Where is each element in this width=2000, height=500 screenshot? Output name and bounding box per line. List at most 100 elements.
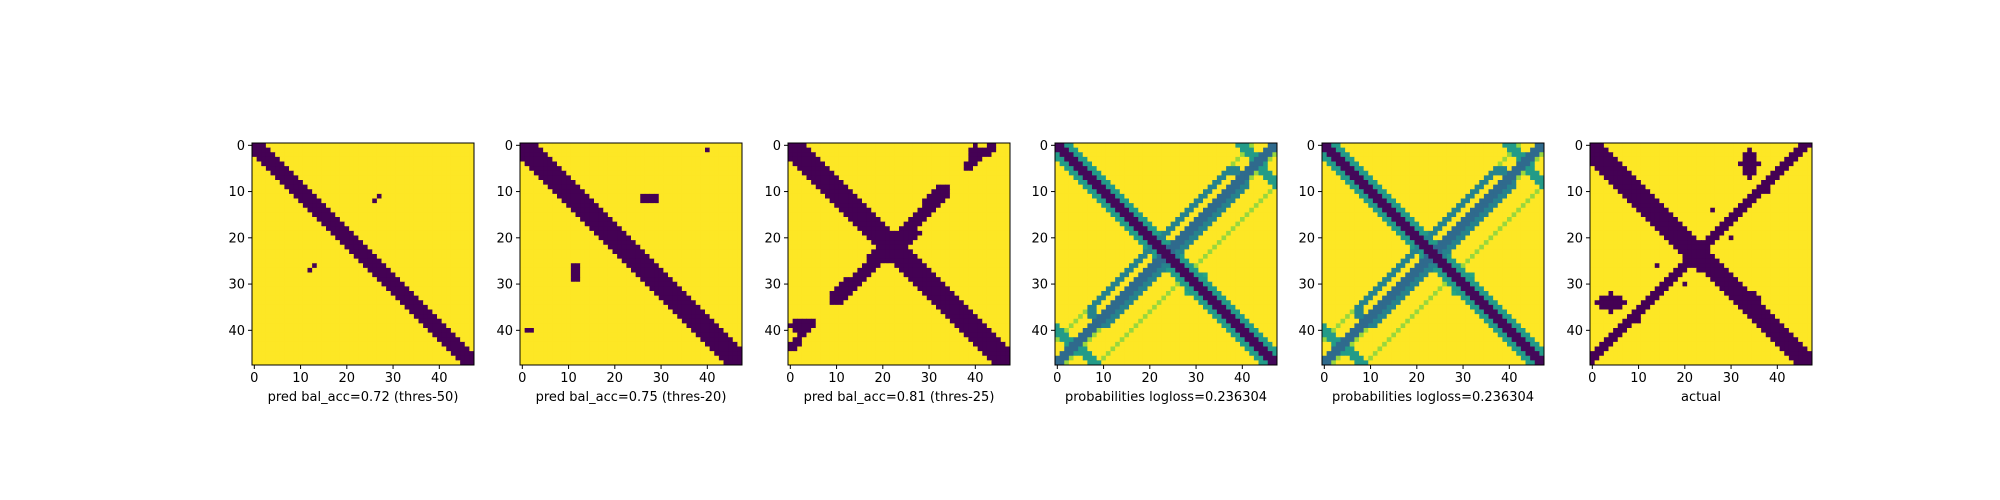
heatmap-cell — [525, 231, 530, 236]
heatmap-cell — [654, 194, 659, 199]
heatmap-cell — [562, 208, 567, 213]
heatmap-cell — [566, 259, 571, 264]
heatmap-cell — [377, 347, 382, 352]
heatmap-cell — [659, 296, 664, 301]
heatmap-cell — [456, 310, 461, 315]
heatmap-cell — [687, 148, 692, 153]
heatmap-cell — [562, 273, 567, 278]
heatmap-cell — [405, 175, 410, 180]
heatmap-cell — [603, 259, 608, 264]
heatmap-cell — [432, 208, 437, 213]
heatmap-cell — [525, 254, 530, 259]
heatmap-cell — [691, 194, 696, 199]
heatmap-cell — [539, 245, 544, 250]
heatmap-cell — [354, 171, 359, 176]
heatmap-cell — [432, 268, 437, 273]
heatmap-cell — [349, 226, 354, 231]
heatmap-cell — [714, 282, 719, 287]
heatmap-cell — [275, 203, 280, 208]
heatmap-cell — [557, 314, 562, 319]
heatmap-cell — [968, 166, 973, 171]
heatmap-cell — [456, 347, 461, 352]
heatmap-cell — [700, 305, 705, 310]
heatmap-cell — [261, 171, 266, 176]
heatmap-cell — [382, 314, 387, 319]
heatmap-cell — [284, 282, 289, 287]
heatmap-cell — [280, 351, 285, 356]
heatmap-cell — [386, 259, 391, 264]
heatmap-cell — [419, 245, 424, 250]
heatmap-cell — [894, 157, 899, 162]
heatmap-cell — [710, 143, 715, 148]
heatmap-cell — [377, 259, 382, 264]
heatmap-cell — [372, 203, 377, 208]
heatmap-cell — [363, 236, 368, 241]
heatmap-cell — [566, 254, 571, 259]
heatmap-cell — [395, 222, 400, 227]
heatmap-cell — [589, 185, 594, 190]
heatmap-cell — [691, 300, 696, 305]
heatmap-cell — [340, 319, 345, 324]
heatmap-cell — [368, 152, 373, 157]
heatmap-cell — [331, 342, 336, 347]
heatmap-cell — [576, 185, 581, 190]
heatmap-cell — [696, 175, 701, 180]
heatmap-cell — [331, 208, 336, 213]
heatmap-cell — [382, 236, 387, 241]
heatmap-cell — [724, 268, 729, 273]
heatmap-cell — [719, 194, 724, 199]
heatmap-cell — [636, 199, 641, 204]
heatmap-cell — [308, 249, 313, 254]
heatmap-cell — [589, 194, 594, 199]
heatmap-cell — [663, 222, 668, 227]
heatmap-cell — [539, 148, 544, 153]
heatmap-cell — [580, 356, 585, 361]
heatmap-cell — [391, 351, 396, 356]
heatmap-cell — [257, 300, 262, 305]
heatmap-cell — [548, 189, 553, 194]
heatmap-cell — [520, 249, 525, 254]
heatmap-cell — [326, 194, 331, 199]
heatmap-cell — [377, 282, 382, 287]
heatmap-cell — [340, 254, 345, 259]
heatmap-cell — [705, 273, 710, 278]
heatmap-cell — [673, 148, 678, 153]
heatmap-cell — [382, 162, 387, 167]
heatmap-cell — [317, 226, 322, 231]
heatmap-cell — [719, 226, 724, 231]
heatmap-cell — [363, 171, 368, 176]
heatmap-cell — [275, 347, 280, 352]
heatmap-cell — [271, 148, 276, 153]
heatmap-cell — [451, 231, 456, 236]
heatmap-cell — [659, 199, 664, 204]
heatmap-cell — [460, 356, 465, 361]
heatmap-cell — [257, 208, 262, 213]
heatmap-cell — [580, 263, 585, 268]
heatmap-cell — [1001, 148, 1006, 153]
heatmap-cell — [525, 351, 530, 356]
heatmap-cell — [844, 162, 849, 167]
heatmap-cell — [696, 273, 701, 278]
heatmap-cell — [275, 217, 280, 222]
heatmap-cell — [409, 217, 414, 222]
heatmap-cell — [710, 236, 715, 241]
heatmap-cell — [996, 171, 1001, 176]
heatmap-cell — [275, 319, 280, 324]
heatmap-cell — [284, 337, 289, 342]
heatmap-cell — [372, 180, 377, 185]
heatmap-cell — [714, 314, 719, 319]
heatmap-cell — [419, 162, 424, 167]
heatmap-cell — [608, 189, 613, 194]
heatmap-cell — [451, 319, 456, 324]
heatmap-cell — [719, 273, 724, 278]
heatmap-cell — [668, 319, 673, 324]
heatmap-cell — [317, 351, 322, 356]
heatmap-cell — [816, 171, 821, 176]
heatmap-cell — [298, 259, 303, 264]
heatmap-cell — [677, 226, 682, 231]
heatmap-cell — [386, 342, 391, 347]
heatmap-cell — [562, 291, 567, 296]
heatmap-cell — [529, 189, 534, 194]
heatmap-cell — [437, 305, 442, 310]
heatmap-cell — [414, 282, 419, 287]
